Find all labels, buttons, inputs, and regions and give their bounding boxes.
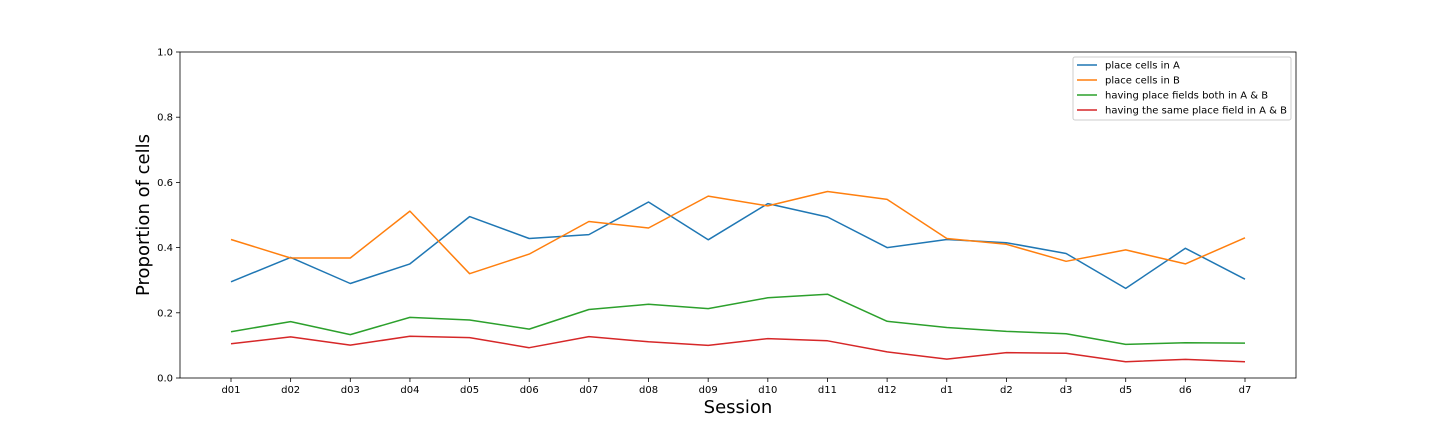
x-tick-label: d10 — [758, 385, 777, 396]
x-tick-label: d1 — [940, 385, 953, 396]
x-tick-label: d7 — [1239, 385, 1252, 396]
y-tick-label: 0.2 — [157, 308, 173, 319]
x-tick-label: d3 — [1060, 385, 1073, 396]
series-lines — [230, 190, 1246, 363]
x-tick-label: d11 — [818, 385, 837, 396]
x-tick-label: d12 — [878, 385, 897, 396]
series-line — [230, 293, 1246, 346]
x-tick-label: d06 — [520, 385, 539, 396]
series-line — [230, 335, 1246, 363]
x-tick-label: d6 — [1179, 385, 1192, 396]
x-tick-label: d01 — [221, 385, 240, 396]
x-tick-label: d05 — [460, 385, 479, 396]
x-tick-label: d03 — [341, 385, 360, 396]
x-tick-label: d2 — [1000, 385, 1013, 396]
legend-label: place cells in A — [1105, 61, 1180, 72]
legend-label: place cells in B — [1105, 76, 1180, 87]
y-tick-label: 0.0 — [157, 374, 173, 385]
x-tick-label: d04 — [400, 385, 419, 396]
y-axis-title: Proportion of cells — [133, 134, 154, 296]
legend-box — [1072, 56, 1292, 121]
x-tick-label: d09 — [699, 385, 718, 396]
y-tick-label: 1.0 — [157, 48, 173, 59]
series-line — [230, 190, 1246, 275]
legend-label: having place fields both in A & B — [1105, 91, 1268, 102]
x-axis: d01 d02 d03 d04 d05 d06 d07 d08 d09 d10 d11 d12 d1 d2… — [221, 378, 1251, 396]
x-tick-label: d07 — [579, 385, 598, 396]
x-axis-title: Session — [704, 397, 773, 418]
x-tick-label: d02 — [281, 385, 300, 396]
legend: place cells in A place cells in B having p… — [1072, 56, 1292, 121]
y-tick-label: 0.4 — [157, 243, 173, 254]
legend-label: having the same place field in A & B — [1105, 106, 1287, 117]
x-tick-label: d08 — [639, 385, 658, 396]
y-tick-label: 0.8 — [157, 113, 173, 124]
x-tick-label: d5 — [1119, 385, 1132, 396]
plot-frame — [179, 51, 1297, 379]
y-axis: 0.0 0.2 0.4 0.6 0.8 1.0 — [157, 48, 180, 385]
y-tick-label: 0.6 — [157, 178, 173, 189]
